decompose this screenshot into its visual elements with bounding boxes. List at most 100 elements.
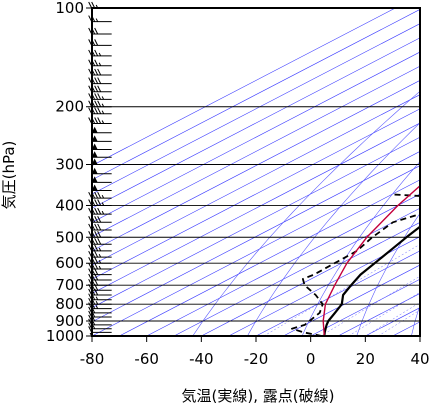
y-tick-label: 1000 [46,327,84,345]
wind-barb-half-feather [101,120,105,124]
wind-barb [88,302,112,310]
wind-barb-feather [97,237,102,245]
wind-barb-feather [94,107,99,114]
wind-barb-feather [94,191,99,199]
wind-barb-feather [94,85,99,92]
wind-barb [88,231,112,238]
wind-barb [88,199,112,206]
isotherm-line [92,136,420,308]
wind-barb [91,126,112,134]
wind-barb-half-feather [95,296,99,300]
wind-barb [91,143,112,150]
isotherm-line [92,108,420,280]
wind-barb-half-feather [92,325,96,329]
isotherm-line [92,80,420,252]
wind-barb-feather [94,27,99,35]
isotherm-lines [92,8,420,336]
wind-barb-feather [94,49,99,57]
y-tick-label: 400 [55,196,84,214]
wind-barb-feather [97,107,102,114]
isotherm-line [173,207,420,336]
wind-barb [91,167,112,175]
wind-barb-feather [97,100,102,107]
isotherm-line [92,8,396,166]
dewpoint-line [291,193,420,336]
dry-adiabat-line [301,161,420,336]
x-tick-label: 20 [356,350,375,368]
x-tick-label: -20 [244,350,269,368]
mixing-ratio-lines [263,244,420,336]
wind-barb-feather [97,191,102,199]
isotherm-line [255,250,420,336]
wind-barb [91,184,112,191]
y-tick-label: 100 [55,0,84,17]
y-tick-label: 300 [55,155,84,173]
wind-barb-half-feather [92,321,96,326]
wind-barb [91,151,112,158]
wind-barb-half-feather [101,194,105,199]
temperature-line [323,225,420,336]
wind-barb-flag [91,143,98,150]
y-tick-label: 800 [55,295,84,313]
wind-barb-feather [97,68,102,76]
wind-barb-feather [94,39,99,46]
isotherm-line [146,193,420,336]
mixing-ratio-line [348,292,420,336]
wind-barb-feather [97,199,102,206]
isotherm-line [92,165,420,336]
sounding-series [291,184,420,336]
wind-barb-half-feather [95,300,99,305]
mixing-ratio-line [365,302,420,336]
wind-barb-feather [97,77,102,84]
y-axis-label: 気圧(hPa) [0,141,18,210]
parcel-line [322,184,420,336]
wind-barb [88,250,112,258]
x-tick-label: 40 [410,350,429,368]
wind-barb [91,176,112,183]
wind-barb-half-feather [98,247,102,252]
wind-barb-flag [91,135,98,142]
wind-barb-feather [97,207,102,215]
wind-barb-feather [94,250,99,258]
plot-frame [91,7,421,337]
isotherm-line [92,23,420,195]
wind-barb-half-feather [101,103,105,107]
wind-barb-feather [97,231,102,238]
wind-barb-feather [94,223,99,231]
isotherm-line [119,179,420,336]
temperature-tick-labels: -80 -60 -40 -20 0 20 40 [80,336,430,368]
x-tick-label: -60 [134,350,159,368]
isotherm-line [92,9,420,181]
dry-adiabat-line [411,304,420,336]
dry-adiabat-lines [192,90,420,336]
wind-barb-flag [91,167,98,174]
dry-adiabat-line [192,90,420,336]
wind-barb-half-feather [95,305,99,309]
y-tick-label: 900 [55,312,84,330]
dry-adiabat-line [247,122,420,336]
isotherm-line [201,222,420,336]
wind-barb [91,158,112,165]
wind-barb-feather [94,257,99,264]
wind-barb-feather [97,216,102,223]
wind-barb-half-feather [98,260,102,264]
wind-barb-flag [91,151,98,158]
wind-barb-feather [94,231,99,238]
wind-barb-feather [94,207,99,215]
y-tick-label: 700 [55,276,84,294]
wind-barb-half-feather [95,18,99,22]
wind-barb-flag [91,184,98,191]
mixing-ratio-line [378,309,420,336]
isotherm-line [92,65,420,237]
wind-barb-half-feather [98,265,102,270]
wind-barb-feather [94,68,99,76]
dry-adiabat-line [356,212,420,336]
pressure-grid [92,7,420,337]
wind-barb-feather [94,199,99,206]
isotherm-line [92,51,420,223]
isotherm-line [283,264,420,336]
wind-barb-feather [97,223,102,231]
isotherm-line [92,122,420,294]
